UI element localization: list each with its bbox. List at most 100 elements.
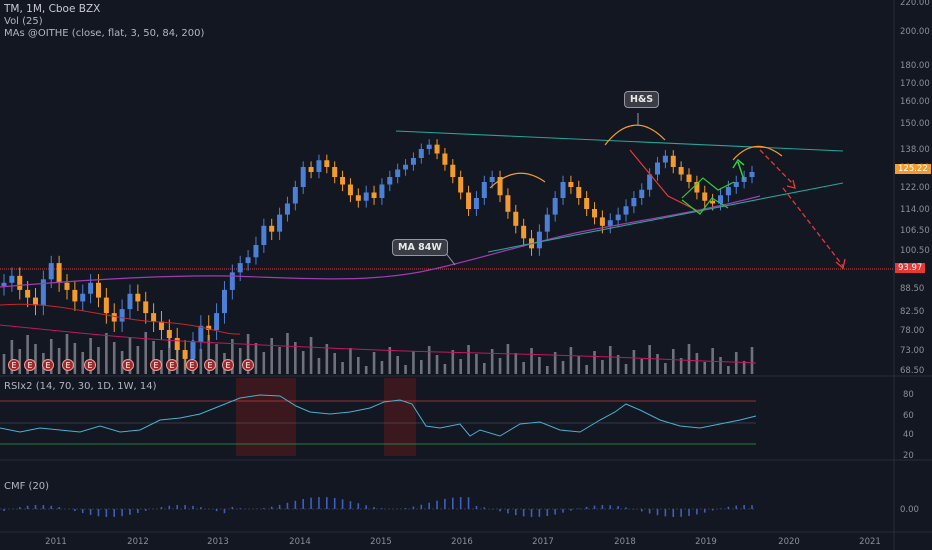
volume-bar [506,344,510,374]
hs-badge[interactable]: H&S [624,91,660,108]
x-tick-label: 2016 [451,537,473,547]
candle [25,289,31,298]
volume-bar [231,339,234,374]
ma-84w-line [0,195,761,288]
earnings-marker[interactable]: E [204,359,216,371]
volume-bar [49,339,53,374]
rsi-overbought-zone [384,378,416,456]
volume-bar [81,352,85,374]
candle [332,167,338,177]
volume-bar [152,341,155,374]
volume-bar [262,352,266,374]
rsi-overbought-zone [236,378,296,456]
cmf-bar [34,505,37,509]
cmf-bar [200,507,202,509]
volume-bar [254,343,258,374]
volume-bar [734,352,738,374]
cmf-bar [58,507,60,509]
volume-bar [664,363,667,374]
earnings-marker[interactable]: E [150,359,162,371]
candle [237,263,243,273]
earnings-marker[interactable]: E [242,359,254,371]
volume-bar [404,365,407,374]
symbol-title: TM, 1M, Cboe BZX [4,3,101,15]
cmf-bar [467,497,470,509]
candle [544,214,550,232]
candle [292,187,298,204]
candle [497,177,503,196]
cmf-bar [436,500,438,509]
candle [702,192,708,201]
volume-bar [286,333,289,374]
volume-bar [26,335,29,374]
y-tick-label: 138.00 [900,145,930,155]
cmf-bar [499,509,501,512]
cmf-bar [514,509,517,516]
candle [127,293,133,310]
volume-bar [538,357,541,374]
cmf-bar [310,497,312,509]
candle [166,330,172,338]
earnings-marker[interactable]: E [186,359,198,371]
head-arc [604,124,666,146]
volume-bar [719,357,722,374]
x-tick-label: 2017 [532,537,554,547]
left-shoulder-arc [489,172,546,189]
cmf-bar [3,509,5,511]
earnings-marker[interactable]: E [42,359,54,371]
rsi-line [0,394,757,437]
y-tick-label: 73.00 [900,346,924,356]
earnings-marker[interactable]: E [8,359,20,371]
candle [599,217,605,226]
cmf-bar [522,509,525,517]
candle [158,321,164,330]
candle [418,149,424,158]
earnings-marker[interactable]: E [222,359,234,371]
y-tick-label: 100.50 [900,246,930,256]
rsi-title: RSIx2 (14, 70, 30, 1D, 1W, 14) [4,381,157,392]
cmf-bar [137,509,139,513]
candle [229,272,235,290]
candle [1,282,7,287]
cmf-bar [483,507,486,509]
volume-bar [593,351,596,374]
cmf-bar [18,507,21,509]
cmf-bar [263,508,265,509]
candle [269,225,275,232]
cmf-bar [459,497,462,509]
volume-bar [624,364,628,374]
earnings-marker[interactable]: E [62,359,74,371]
candle [182,350,188,359]
arrow-head [786,179,796,189]
candle [300,167,306,187]
rsi-tick-label: 60 [903,411,914,421]
volume-bar [215,344,218,374]
volume-ma-line [0,324,757,364]
cmf-bar [680,509,682,517]
volume-bar [97,347,100,374]
volume-bar [128,337,132,374]
candle [560,182,566,198]
earnings-marker[interactable]: E [24,359,36,371]
candle [111,313,117,322]
volume-bar [671,349,675,374]
ma-84w-badge[interactable]: MA 84W [392,239,448,256]
volume-bar [57,348,61,374]
cmf-bar [26,505,29,509]
volume-bar [498,358,502,374]
earnings-marker[interactable]: E [166,359,178,371]
cmf-bar [648,509,651,514]
volume-bar [490,349,494,374]
earnings-marker[interactable]: E [122,359,134,371]
candle [670,155,676,167]
y-tick-label: 78.00 [900,326,924,336]
cmf-bar [743,505,745,509]
volume-bar [112,342,116,374]
candle [245,257,251,264]
volume-bar [349,348,352,374]
cmf-bar [192,505,194,509]
candle [277,214,283,232]
cmf-bar [672,509,675,517]
earnings-marker[interactable]: E [84,359,96,371]
